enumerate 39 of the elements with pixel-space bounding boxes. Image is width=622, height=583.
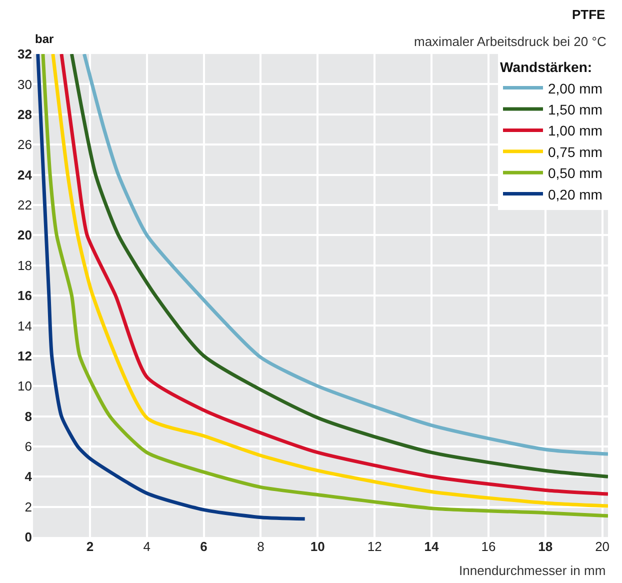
y-tick-label: 18 [18, 258, 32, 273]
y-tick-label: 16 [18, 288, 32, 304]
y-tick-label: 0 [24, 530, 32, 545]
x-tick-label: 14 [424, 539, 440, 554]
legend-label: 1,50 mm [548, 101, 602, 118]
x-tick-label: 16 [481, 539, 496, 554]
x-tick-label: 10 [310, 539, 325, 554]
legend-label: 0,75 mm [548, 144, 602, 160]
y-tick-label: 22 [18, 197, 32, 212]
y-tick-label: 6 [24, 438, 32, 454]
y-tick-label: 26 [18, 137, 32, 152]
y-tick-label: 32 [18, 46, 32, 62]
x-tick-label: 18 [538, 539, 553, 554]
y-tick-label: 30 [18, 76, 32, 92]
line-series [36, 54, 307, 521]
y-tick-label: 14 [18, 318, 32, 334]
y-tick-label: 28 [18, 106, 32, 122]
y-tick-label: 2 [24, 499, 32, 514]
y-tick-label: 10 [18, 378, 32, 394]
x-tick-label: 12 [367, 539, 382, 554]
x-tick-label: 6 [200, 539, 208, 554]
y-tick-label: 20 [18, 228, 32, 243]
legend-label: 0,50 mm [548, 165, 602, 182]
chart-title: PTFE [572, 7, 606, 22]
y-tick-label: 8 [24, 408, 32, 424]
x-axis-title: Innendurchmesser in mm [459, 563, 606, 578]
x-tick-label: 20 [595, 539, 610, 554]
legend-label: 0,20 mm [548, 186, 602, 202]
y-axis-title: bar [35, 32, 54, 46]
legend-label: 1,00 mm [548, 122, 602, 139]
legend-label: 2,00 mm [548, 80, 602, 96]
x-tick-label: 8 [257, 539, 264, 554]
x-tick-label: 4 [143, 539, 150, 554]
x-tick-label: 2 [86, 539, 94, 554]
y-tick-label: 12 [18, 348, 32, 364]
y-tick-label: 4 [24, 469, 33, 484]
chart-subtitle: maximaler Arbeitsdruck bei 20 °C [414, 34, 606, 49]
legend-title: Wandstärken: [500, 59, 592, 76]
y-tick-label: 24 [18, 167, 33, 182]
